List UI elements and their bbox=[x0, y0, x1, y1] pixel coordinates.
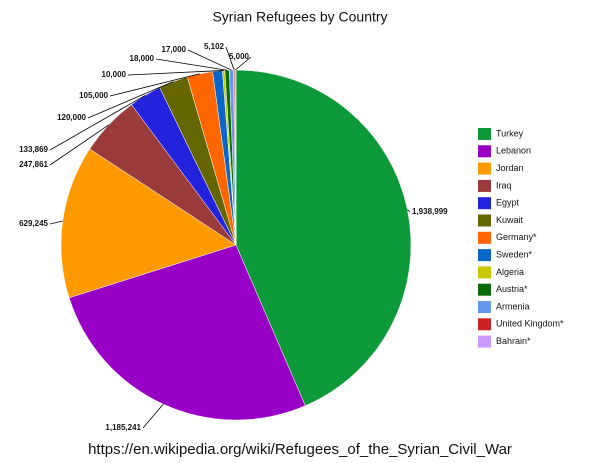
value-label: 1,938,999 bbox=[412, 207, 448, 216]
legend-swatch bbox=[478, 145, 491, 158]
legend-swatch bbox=[478, 179, 491, 192]
value-label: 5,102 bbox=[204, 42, 225, 51]
value-label: 1,185,241 bbox=[105, 423, 141, 432]
source: https://en.wikipedia.org/wiki/Refugees_o… bbox=[88, 441, 512, 458]
legend-label: Sweden* bbox=[496, 249, 533, 259]
legend-label: Egypt bbox=[496, 198, 520, 208]
legend-swatch bbox=[478, 249, 491, 262]
value-label: 133,869 bbox=[19, 145, 48, 154]
value-label: 629,245 bbox=[19, 219, 48, 228]
leader-line bbox=[155, 58, 228, 71]
leader-line bbox=[49, 95, 146, 151]
legend-swatch bbox=[478, 301, 491, 313]
leader-line bbox=[407, 209, 411, 213]
leader-line bbox=[87, 81, 174, 119]
leader-line bbox=[225, 46, 235, 71]
legend-swatch bbox=[478, 197, 491, 210]
legend-label: Armenia bbox=[496, 301, 530, 311]
legend-label: Turkey bbox=[496, 128, 524, 138]
legend-swatch bbox=[478, 283, 491, 296]
legend-swatch bbox=[478, 318, 491, 331]
value-label: 18,000 bbox=[130, 54, 155, 63]
value-label: 120,000 bbox=[57, 113, 86, 122]
leader-line bbox=[235, 56, 252, 71]
leader-line bbox=[142, 403, 164, 429]
pie-slice bbox=[60, 148, 237, 299]
legend-swatch bbox=[478, 231, 491, 244]
legend-label: Iraq bbox=[496, 180, 512, 190]
value-label: 17,000 bbox=[162, 45, 187, 54]
legend-swatch bbox=[478, 335, 491, 348]
legend-label: United Kingdom* bbox=[496, 319, 564, 329]
chart-title: Syrian Refugees by Country bbox=[212, 9, 387, 25]
legend-label: Kuwait bbox=[496, 215, 524, 225]
leader-line bbox=[127, 70, 224, 76]
leader-line bbox=[187, 49, 232, 71]
value-label: 247,861 bbox=[19, 160, 48, 169]
legend-label: Lebanon bbox=[496, 146, 531, 156]
legend-label: Jordan bbox=[496, 163, 524, 173]
legend-label: Bahrain* bbox=[496, 336, 531, 346]
pie-slice bbox=[68, 244, 306, 421]
legend-label: Germany* bbox=[496, 232, 537, 242]
legend-swatch bbox=[478, 162, 491, 175]
legend-swatch bbox=[478, 128, 491, 140]
legend-label: Austria* bbox=[496, 284, 528, 294]
legend-swatch bbox=[478, 266, 491, 279]
leader-line bbox=[109, 73, 200, 97]
value-label: 10,000 bbox=[102, 70, 127, 79]
value-label: 5,000 bbox=[229, 52, 250, 61]
legend-swatch bbox=[478, 214, 491, 227]
value-label: 105,000 bbox=[79, 91, 108, 100]
leader-line bbox=[49, 220, 63, 225]
legend-label: Algeria bbox=[496, 267, 524, 277]
leader-line bbox=[49, 124, 109, 166]
